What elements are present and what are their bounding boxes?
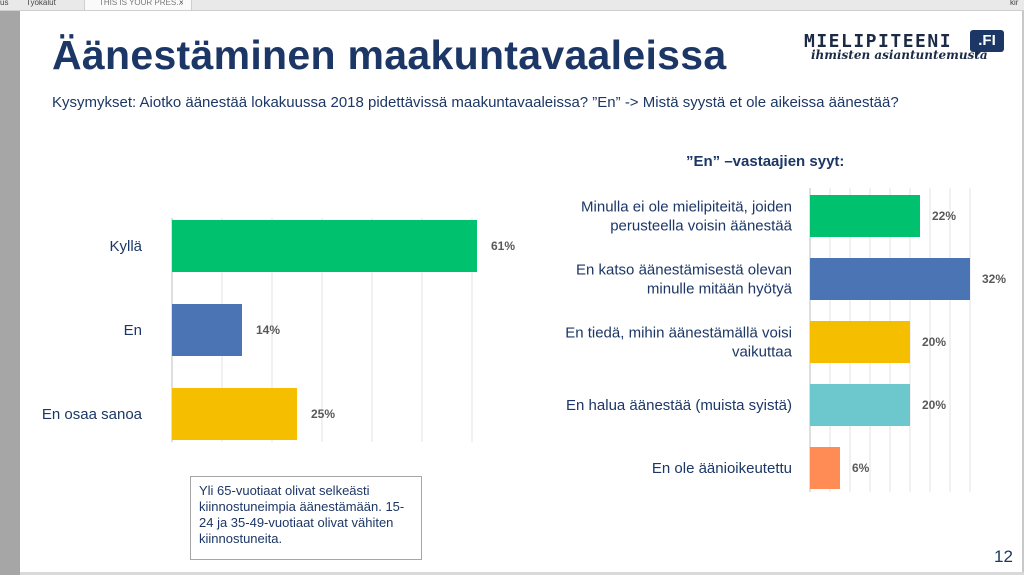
- category-label: En osaa sanoa: [42, 406, 143, 423]
- slide-subtitle: Kysymykset: Aiotko äänestää lokakuussa 2…: [52, 94, 899, 111]
- bar: [810, 384, 910, 426]
- page-number: 12: [994, 547, 1013, 566]
- category-label: Minulla ei ole mielipiteitä, joiden: [581, 199, 792, 216]
- data-label: 14%: [256, 323, 280, 337]
- data-label: 22%: [932, 209, 956, 223]
- bar: [172, 304, 242, 356]
- close-icon[interactable]: ×: [179, 0, 184, 7]
- presentation-tab[interactable]: THIS IS YOUR PRES... ×: [84, 0, 192, 10]
- logo-tagline: ihmisten asiantuntemusta: [811, 48, 988, 62]
- voting-intent-chart: 61% Kyllä 14% En 25% En osaa sanoa: [42, 218, 515, 442]
- note-box: Yli 65-vuotiaat olivat selkeästi kiinnos…: [190, 476, 422, 560]
- slide-bottom-edge: [20, 572, 1024, 575]
- bar: [172, 220, 477, 272]
- menu-item-partial[interactable]: us: [0, 0, 9, 7]
- category-label: En katso äänestämisestä olevan: [576, 262, 792, 279]
- category-label: En tiedä, mihin äänestämällä voisi: [565, 325, 792, 342]
- data-label: 20%: [922, 398, 946, 412]
- category-label: Kyllä: [109, 238, 142, 255]
- slide-title: Äänestäminen maakuntavaaleissa: [52, 32, 727, 78]
- right-edge: [1022, 11, 1024, 575]
- bar: [810, 321, 910, 363]
- menu-item-tools[interactable]: Työkalut: [26, 0, 56, 7]
- bar: [810, 195, 920, 237]
- category-label: En halua äänestää (muista syistä): [566, 397, 792, 414]
- data-label: 61%: [491, 239, 515, 253]
- category-label: En: [124, 322, 142, 339]
- bar: [810, 258, 970, 300]
- category-label: En ole äänioikeutettu: [652, 460, 792, 477]
- tab-label: THIS IS YOUR PRES...: [99, 0, 183, 7]
- logo-badge: .FI: [970, 30, 1004, 58]
- category-label: vaikuttaa: [732, 344, 793, 361]
- mielipiteeni-logo: MIELIPITEENI .FI ihmisten asiantuntemust…: [804, 30, 1004, 63]
- reasons-chart: 22% Minulla ei ole mielipiteitä, joiden pe…: [565, 188, 1006, 492]
- right-chart-title: ”En” –vastaajien syyt:: [686, 153, 845, 170]
- category-label: minulle mitään hyötyä: [647, 281, 793, 298]
- left-scroll-strip: [0, 11, 20, 575]
- category-label: perusteella voisin äänestää: [610, 218, 792, 235]
- data-label: 20%: [922, 335, 946, 349]
- data-label: 25%: [311, 407, 335, 421]
- data-label: 6%: [852, 461, 870, 475]
- data-label: 32%: [982, 272, 1006, 286]
- bar: [172, 388, 297, 440]
- app-top-bar: us Työkalut THIS IS YOUR PRES... × kir: [0, 0, 1024, 11]
- bar: [810, 447, 840, 489]
- logo-text: MIELIPITEENI: [804, 31, 953, 52]
- menu-item-right[interactable]: kir: [1010, 0, 1019, 7]
